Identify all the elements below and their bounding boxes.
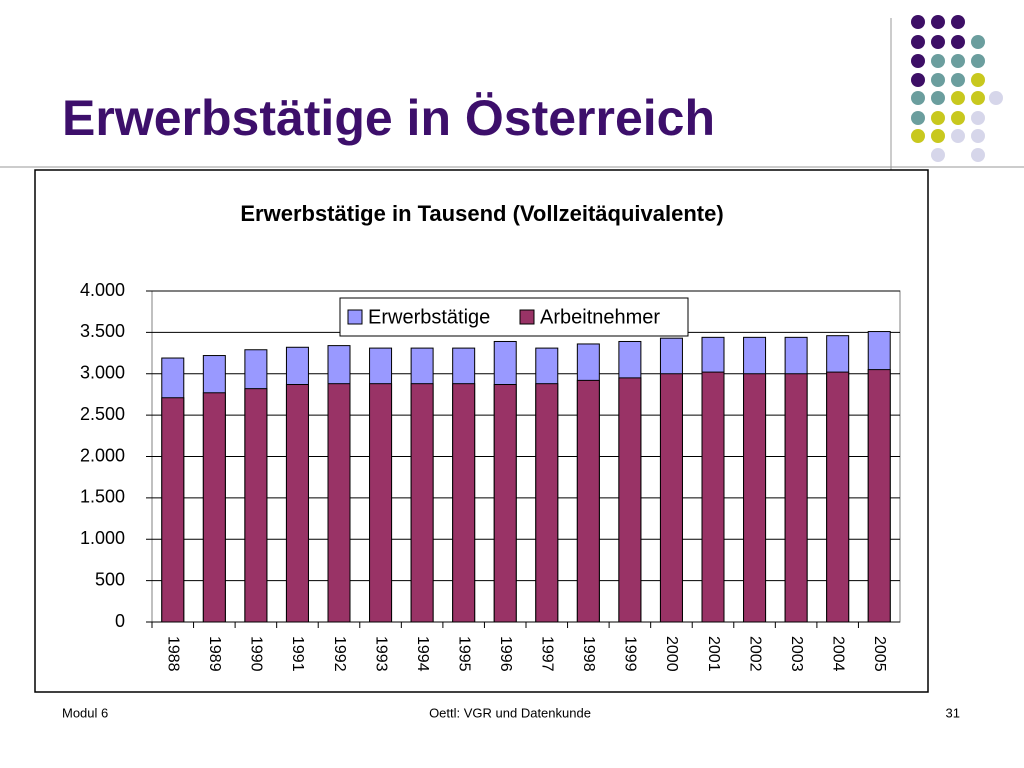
- legend: Erwerbstätige Arbeitnehmer: [339, 297, 689, 337]
- legend-label: Erwerbstätige: [368, 306, 490, 328]
- footer-center: Oettl: VGR und Datenkunde: [429, 705, 591, 720]
- x-tick-label: 1990: [248, 636, 265, 672]
- x-tick-label: 1992: [331, 636, 348, 672]
- x-tick-label: 2005: [871, 636, 888, 672]
- x-tick-label: 1993: [372, 636, 389, 672]
- bar: [576, 379, 600, 623]
- decoration-dots: [911, 15, 1003, 162]
- x-tick-label: 1994: [414, 636, 431, 672]
- legend-label: Arbeitnehmer: [540, 306, 660, 328]
- chart-title: Erwerbstätige in Tausend (Vollzeitäquiva…: [240, 201, 723, 226]
- legend-swatch: [347, 309, 363, 325]
- legend-box: [339, 297, 689, 337]
- footer-right: 31: [946, 705, 960, 720]
- x-tick-label: 2003: [788, 636, 805, 672]
- bar: [161, 397, 185, 623]
- bar: [784, 373, 808, 623]
- slide-title: Erwerbstätige in Österreich: [62, 90, 715, 146]
- x-tick-label: 1999: [622, 636, 639, 672]
- plot: 0 500 1.000 1.500 2.000 2.500 3.000 3.500 4.000 1…: [80, 280, 900, 672]
- bar: [452, 383, 476, 623]
- y-tick-label: 2.000: [80, 445, 125, 465]
- x-tick-label: 1996: [497, 636, 514, 672]
- footer-left: Modul 6: [62, 705, 108, 720]
- bar: [826, 371, 850, 623]
- legend-swatch: [519, 309, 535, 325]
- y-tick-label: 3.000: [80, 363, 125, 383]
- x-tick-label: 1988: [165, 636, 182, 672]
- y-tick-label: 1.000: [80, 528, 125, 548]
- bar: [410, 383, 434, 623]
- y-tick-label: 4.000: [80, 280, 125, 300]
- bar: [202, 392, 226, 623]
- x-tick-label: 2001: [705, 636, 722, 672]
- x-tick-label: 2002: [746, 636, 763, 672]
- y-tick-label: 3.500: [80, 321, 125, 341]
- y-tick-label: 0: [115, 611, 125, 631]
- bar: [618, 377, 642, 623]
- bar: [285, 384, 309, 623]
- bar: [701, 371, 725, 623]
- bar: [743, 373, 767, 623]
- y-tick-label: 1.500: [80, 487, 125, 507]
- bar: [659, 373, 683, 623]
- bar: [535, 383, 559, 623]
- bar: [244, 388, 268, 623]
- bar: [369, 383, 393, 623]
- x-tick-label: 1989: [206, 636, 223, 672]
- bar: [327, 383, 351, 623]
- x-tick-label: 1991: [289, 636, 306, 672]
- x-tick-label: 1997: [539, 636, 556, 672]
- bar: [867, 369, 891, 623]
- y-tick-label: 2.500: [80, 404, 125, 424]
- y-tick-label: 500: [95, 569, 125, 589]
- x-tick-label: 2004: [829, 636, 846, 672]
- x-tick-label: 1998: [580, 636, 597, 672]
- bar: [493, 384, 517, 623]
- x-tick-label: 2000: [663, 636, 680, 672]
- x-tick-label: 1995: [455, 636, 472, 672]
